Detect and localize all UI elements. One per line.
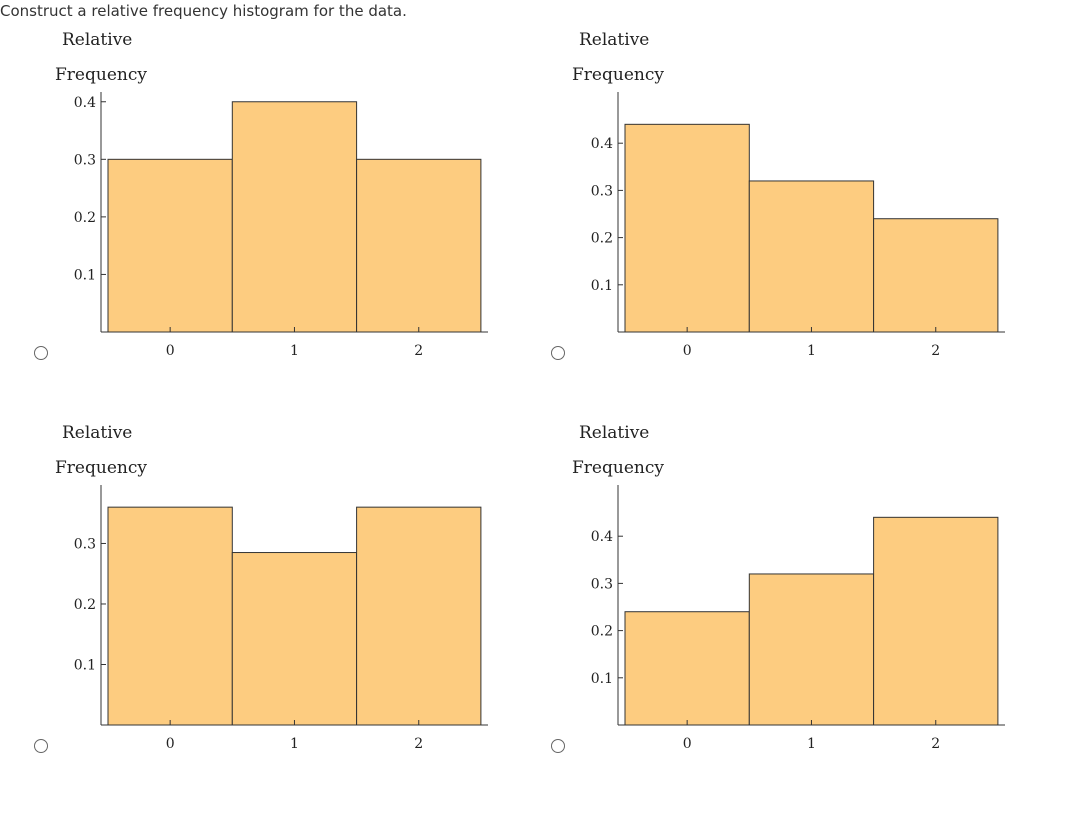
option-b[interactable]: Relative Frequency 0.1 0.2 0.3 0.4 0 1 2 [517,28,1037,423]
y-axis-title-line-1: Relative [62,423,132,443]
y-tick-label: 0.1 [591,278,613,294]
y-axis-title-line-1: Relative [579,423,649,443]
y-tick-label: 0.1 [591,671,613,687]
x-tick-label: 0 [166,736,175,752]
option-d[interactable]: Relative Frequency 0.1 0.2 0.3 0.4 0 1 2 [517,421,1037,816]
option-d-radio[interactable] [551,739,565,753]
y-tick-label: 0.4 [591,136,613,152]
y-axis-title-line-1: Relative [579,30,649,50]
option-b-radio[interactable] [551,346,565,360]
y-axis-title-line-1: Relative [62,30,132,50]
y-axis-title-line-2: Frequency [572,458,664,478]
y-axis-title-line-2: Frequency [55,65,147,85]
y-tick-label: 0.4 [591,529,613,545]
question-prompt: Construct a relative frequency histogram… [0,2,407,20]
option-a[interactable]: Relative Frequency 0.1 0.2 0.3 0.4 0 1 2 [0,28,520,423]
option-c[interactable]: Relative Frequency 0.1 0.2 0.3 0 1 2 [0,421,520,816]
y-tick-label: 0.1 [74,657,96,673]
y-tick-label: 0.2 [591,624,613,640]
x-tick-label: 0 [166,343,175,359]
bar-2 [356,158,482,333]
x-tick-label: 1 [807,736,816,752]
bar-0 [107,158,233,333]
option-c-histogram: Relative Frequency 0.1 0.2 0.3 0 1 2 [55,423,488,752]
y-tick-label: 0.3 [74,536,96,552]
x-tick-label: 1 [290,736,299,752]
bar-2 [873,516,999,726]
bar-0 [107,506,233,726]
option-a-histogram: Relative Frequency 0.1 0.2 0.3 0.4 0 1 2 [55,30,488,359]
bar-2 [873,218,999,333]
y-tick-label: 0.3 [591,576,613,592]
bar-0 [624,611,750,726]
bar-0 [624,123,750,333]
y-axis-title-line-2: Frequency [572,65,664,85]
y-tick-label: 0.2 [74,210,96,226]
x-tick-label: 0 [683,736,692,752]
x-tick-label: 2 [931,343,940,359]
y-tick-label: 0.2 [74,597,96,613]
bar-1 [231,552,358,726]
option-b-histogram: Relative Frequency 0.1 0.2 0.3 0.4 0 1 2 [572,30,1005,359]
y-tick-label: 0.3 [591,183,613,199]
bar-2 [356,506,482,726]
bar-1 [748,573,875,726]
x-tick-label: 1 [807,343,816,359]
y-tick-label: 0.4 [74,95,96,111]
x-tick-label: 2 [414,343,423,359]
y-axis-title-line-2: Frequency [55,458,147,478]
x-tick-label: 2 [414,736,423,752]
option-d-histogram: Relative Frequency 0.1 0.2 0.3 0.4 0 1 2 [572,423,1005,752]
bar-1 [231,101,358,333]
bar-1 [748,180,875,333]
y-tick-label: 0.2 [591,231,613,247]
y-tick-label: 0.1 [74,267,96,283]
x-tick-label: 2 [931,736,940,752]
x-tick-label: 1 [290,343,299,359]
y-tick-label: 0.3 [74,152,96,168]
x-tick-label: 0 [683,343,692,359]
option-c-radio[interactable] [34,739,48,753]
option-a-radio[interactable] [34,346,48,360]
